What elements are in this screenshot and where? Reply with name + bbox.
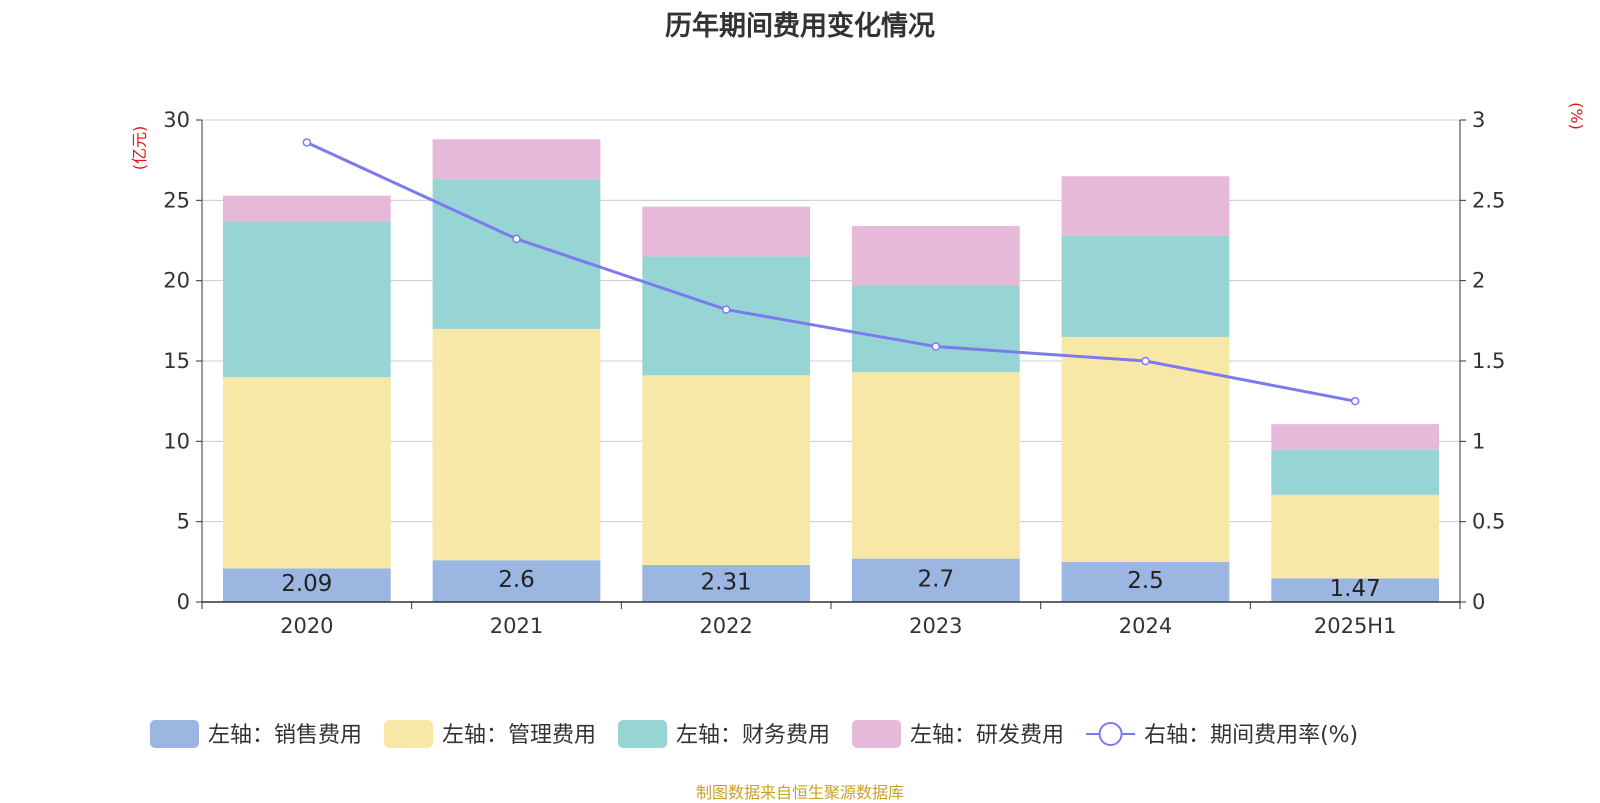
legend-label-rnd: 左轴：研发费用 bbox=[910, 723, 1064, 748]
rate-point bbox=[512, 234, 521, 244]
bar-admin bbox=[1061, 336, 1230, 562]
bar-finance bbox=[1061, 235, 1230, 337]
rate-point bbox=[1141, 356, 1150, 366]
bar-finance bbox=[432, 179, 601, 329]
grid-lines bbox=[202, 119, 1460, 523]
bar-finance bbox=[642, 256, 811, 376]
bar-rnd bbox=[1271, 424, 1440, 450]
x-tick-label: 2022 bbox=[699, 614, 752, 638]
chart-title: 历年期间费用变化情况 bbox=[665, 11, 935, 42]
right-tick-label: 1 bbox=[1472, 429, 1485, 453]
rate-line bbox=[306, 141, 1356, 403]
bar-admin bbox=[1271, 494, 1440, 579]
right-tick-label: 2 bbox=[1472, 269, 1485, 293]
bar-value-label: 1.47 bbox=[1330, 576, 1381, 602]
left-tick-label: 25 bbox=[163, 188, 190, 212]
legend-swatch-sales bbox=[150, 720, 199, 748]
bar-value-label: 2.5 bbox=[1127, 568, 1164, 594]
right-tick-label: 2.5 bbox=[1472, 188, 1505, 212]
bar-rnd bbox=[851, 226, 1020, 286]
legend-label-sales: 左轴：销售费用 bbox=[208, 723, 362, 748]
right-axis-unit: (%) bbox=[1567, 102, 1586, 130]
bar-sales bbox=[222, 568, 391, 602]
bar-value-label: 2.31 bbox=[701, 569, 752, 595]
left-tick-label: 30 bbox=[163, 108, 190, 132]
legend-label-finance: 左轴：财务费用 bbox=[676, 723, 830, 748]
source-note: 制图数据来自恒生聚源数据库 bbox=[695, 783, 904, 802]
left-axis-unit: (亿元) bbox=[130, 126, 149, 171]
right-tick-label: 3 bbox=[1472, 108, 1485, 132]
legend-label-rate: 右轴：期间费用率(%) bbox=[1144, 723, 1358, 748]
left-tick-label: 5 bbox=[177, 510, 190, 534]
bar-value-label: 2.7 bbox=[918, 566, 955, 592]
bar-rnd bbox=[642, 206, 811, 257]
legend-swatch-marker bbox=[1098, 722, 1123, 746]
legend-swatch-admin bbox=[384, 720, 434, 748]
rate-point bbox=[1350, 396, 1360, 406]
legend: 左轴：销售费用 左轴：管理费用 左轴：财务费用 左轴：研发费用 右轴：期间费用率(%) bbox=[150, 720, 1358, 748]
rate-point bbox=[302, 138, 312, 147]
left-tick-label: 0 bbox=[177, 590, 190, 614]
bar-admin bbox=[851, 372, 1020, 559]
left-tick-label: 20 bbox=[163, 269, 190, 293]
right-tick-label: 0 bbox=[1472, 590, 1485, 614]
bar-finance bbox=[1271, 449, 1440, 495]
rate-line-layer bbox=[302, 138, 1360, 406]
x-tick-label: 2021 bbox=[490, 614, 543, 638]
bar-admin bbox=[642, 375, 811, 565]
left-tick-label: 15 bbox=[163, 349, 190, 373]
legend-swatch-rnd bbox=[852, 720, 902, 748]
bar-rnd bbox=[432, 139, 601, 180]
axes: 0 5 10 15 20 25 30 0 0.5 1 1.5 2 2.5 3 (亿元) (%) 2020 2021… bbox=[130, 102, 1586, 638]
bar-finance bbox=[222, 221, 391, 378]
bar-rnd bbox=[222, 195, 391, 222]
x-tick-label: 2023 bbox=[909, 614, 962, 638]
bar-admin bbox=[222, 377, 391, 569]
legend-label-admin: 左轴：管理费用 bbox=[442, 723, 596, 748]
bar-sales bbox=[851, 558, 1020, 602]
bar-sales bbox=[432, 560, 601, 602]
left-tick-label: 10 bbox=[163, 429, 190, 453]
bar-sales bbox=[1061, 561, 1230, 602]
bar-value-label: 2.09 bbox=[281, 571, 332, 597]
right-tick-label: 0.5 bbox=[1472, 510, 1505, 534]
rate-point bbox=[721, 305, 731, 314]
x-tick-label: 2025H1 bbox=[1314, 614, 1397, 638]
bar-rnd bbox=[1061, 176, 1230, 236]
bars bbox=[222, 139, 1440, 602]
legend-swatch-finance bbox=[618, 720, 668, 748]
rate-point bbox=[931, 342, 941, 351]
data-labels: 2.09 2.6 2.31 2.7 2.5 1.47 bbox=[281, 566, 1381, 602]
bar-sales bbox=[1271, 578, 1440, 602]
bar-admin bbox=[432, 328, 601, 561]
x-tick-label: 2020 bbox=[280, 614, 333, 638]
bar-finance bbox=[851, 285, 1020, 373]
x-tick-label: 2024 bbox=[1119, 614, 1172, 638]
bar-sales bbox=[642, 564, 811, 602]
right-tick-label: 1.5 bbox=[1472, 349, 1505, 373]
bar-value-label: 2.6 bbox=[498, 567, 535, 593]
